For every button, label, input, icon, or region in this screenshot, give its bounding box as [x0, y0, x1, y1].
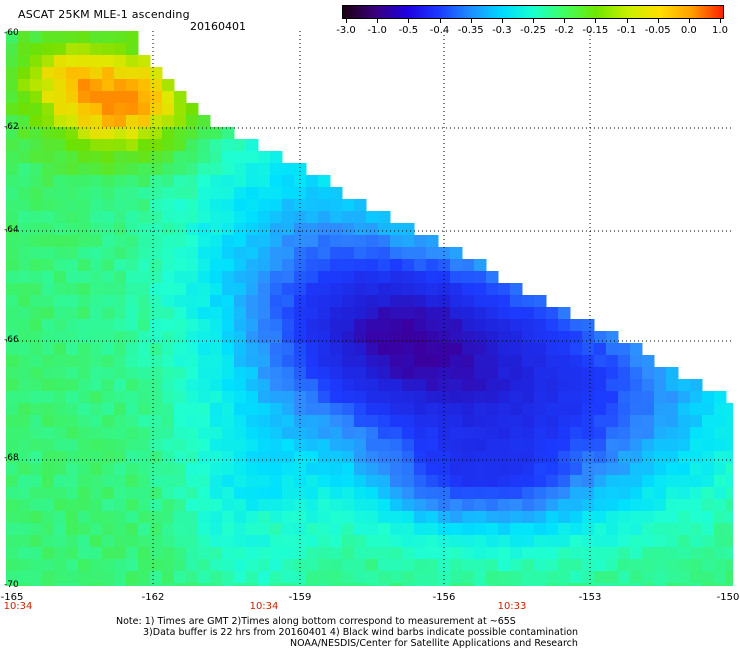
colorbar-label: -0.15	[582, 25, 609, 36]
map-date: 20160401	[190, 20, 246, 33]
note-line-1: Note: 1) Times are GMT 2)Times along bot…	[116, 616, 516, 627]
lat-label-64: -64	[4, 225, 19, 235]
colorbar-tick	[595, 19, 597, 23]
colorbar	[342, 5, 724, 19]
time-label-left: 10:34	[3, 601, 33, 612]
colorbar-label: -0.35	[457, 25, 484, 36]
colorbar-label: 0.0	[680, 25, 697, 36]
colorbar-tick	[377, 19, 379, 23]
colorbar-label: -3.0	[336, 25, 356, 36]
colorbar-tick	[688, 19, 690, 23]
lat-label-66: -66	[4, 335, 19, 345]
colorbar-label: -0.5	[398, 25, 419, 36]
colorbar-tick	[720, 19, 721, 23]
lon-label-150: -150	[716, 592, 740, 603]
graticule	[6, 31, 733, 586]
lon-label-159: -159	[288, 592, 312, 603]
lat-label-60: -60	[4, 28, 19, 38]
colorbar-label: -1.0	[367, 25, 387, 36]
colorbar-tick	[626, 19, 628, 23]
time-label-mid: 10:34	[249, 601, 279, 612]
time-label-right: 10:33	[497, 601, 527, 612]
colorbar-tick	[564, 19, 566, 23]
lat-label-62: -62	[4, 122, 19, 132]
lon-label-165: -165	[0, 592, 24, 603]
colorbar-tick	[533, 19, 534, 23]
colorbar-label: -0.3	[492, 25, 512, 36]
lat-label-70: -70	[4, 580, 19, 590]
colorbar-label: -0.25	[520, 25, 546, 36]
colorbar-tick	[439, 19, 441, 23]
colorbar-tick	[346, 19, 347, 23]
colorbar-label: -0.05	[644, 25, 671, 36]
colorbar-tick	[470, 19, 472, 23]
map-canvas	[6, 31, 733, 586]
map-title: ASCAT 25KM MLE-1 ascending	[18, 8, 190, 21]
note-line-2: 3)Data buffer is 22 hrs from 20160401 4)…	[143, 627, 579, 638]
colorbar-tick	[657, 19, 659, 23]
colorbar-label: -0.2	[554, 25, 574, 36]
data-field	[6, 31, 733, 586]
lon-label-153: -153	[578, 592, 602, 603]
lon-label-156: -156	[432, 592, 456, 603]
map-plot	[6, 31, 733, 586]
lat-label-68: -68	[4, 453, 19, 463]
lon-label-162: -162	[141, 592, 165, 603]
colorbar-tick	[408, 19, 410, 23]
colorbar-label: -0.4	[429, 25, 450, 36]
colorbar-label: 1.0	[712, 25, 728, 36]
note-line-3: NOAA/NESDIS/Center for Satellite Applica…	[290, 638, 578, 649]
colorbar-tick	[501, 19, 503, 23]
colorbar-label: -0.1	[616, 25, 637, 36]
